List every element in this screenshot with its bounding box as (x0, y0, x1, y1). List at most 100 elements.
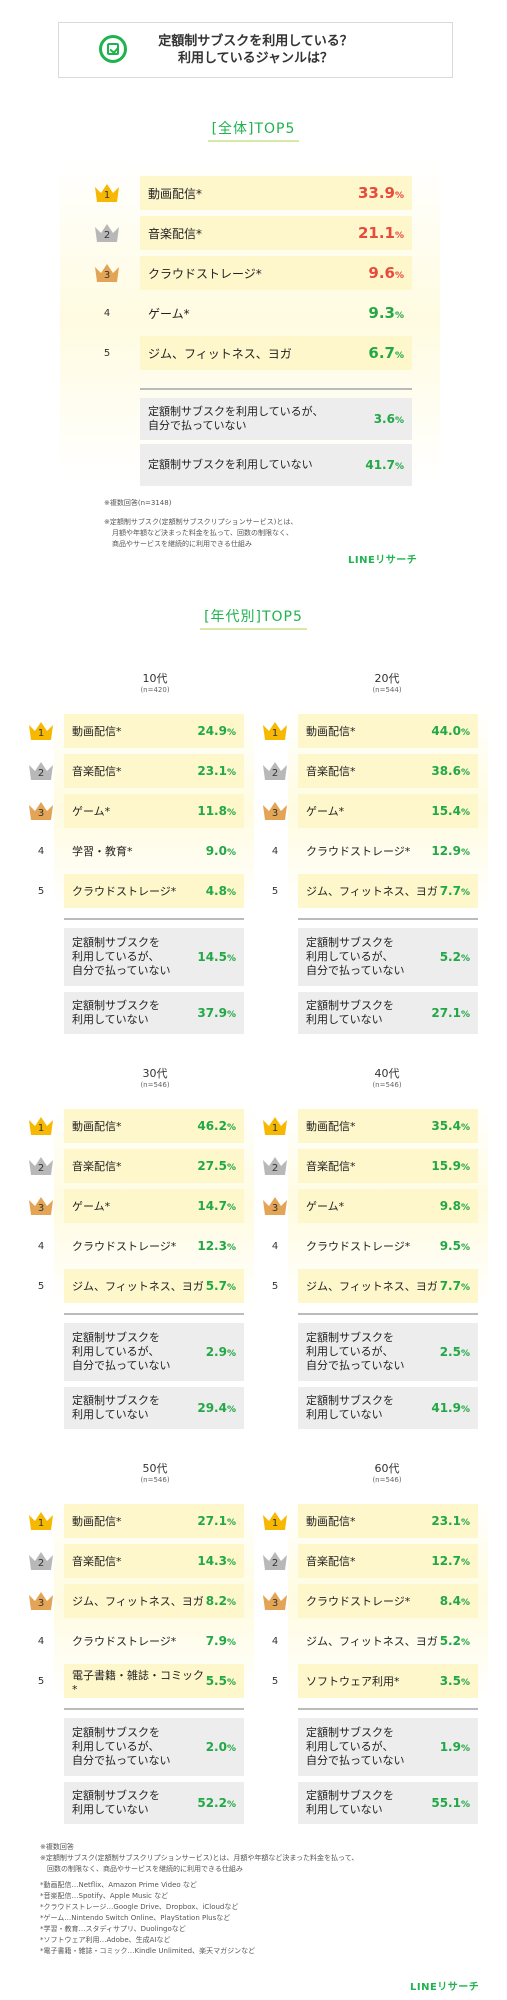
ranking-row: 音楽配信* 15.9% (298, 1149, 478, 1183)
age-label: 30代 (142, 1067, 168, 1080)
rank-3-crown-icon: 3 (26, 1586, 56, 1616)
non-user-value: 52.2% (197, 1796, 236, 1810)
value-number: 9.5 (439, 1239, 461, 1253)
row-value: 9.5% (440, 1239, 470, 1253)
percent-sign: % (226, 1203, 236, 1213)
note-line: ※複数回答(n=3148) (104, 499, 172, 507)
label-line: 利用しているが、 (306, 1740, 394, 1753)
value-number: 7.7 (439, 1279, 461, 1293)
ranking-row: クラウドストレージ* 7.9% (64, 1624, 244, 1658)
non-user-label: 定額制サブスクを利用しているが、自分で払っていない (72, 1331, 170, 1373)
value-number: 9.0 (205, 844, 227, 858)
ranking-row: 動画配信* 35.4% (298, 1109, 478, 1143)
non-user-row: 定額制サブスクを 利用していない 41.9% (298, 1387, 478, 1429)
percent-sign: % (226, 1283, 236, 1293)
sample-size: (n=546) (372, 1476, 402, 1484)
row-label: 動画配信* (148, 186, 203, 201)
row-label: ゲーム* (72, 805, 111, 818)
value-number: 9.6 (368, 264, 395, 282)
row-label: 動画配信* (306, 725, 356, 738)
row-label: 動画配信* (72, 725, 122, 738)
rank-3-crown-icon: 3 (260, 1586, 290, 1616)
note-line: ※定額制サブスク(定額制サブスクリプションサービス)とは、 (104, 518, 298, 526)
row-label: 音楽配信* (306, 765, 356, 778)
non-user-value: 3.6% (374, 412, 404, 426)
percent-sign: % (394, 311, 404, 321)
row-value: 38.6% (431, 764, 470, 778)
percent-sign: % (226, 1518, 236, 1528)
row-value: 12.3% (197, 1239, 236, 1253)
percent-sign: % (460, 1203, 470, 1213)
rank-3-crown-icon: 3 (26, 796, 56, 826)
row-label: クラウドストレージ* (72, 885, 177, 898)
rank-2-crown-icon: 2 (260, 1151, 290, 1181)
row-label: 動画配信* (306, 1515, 356, 1528)
label-line: 定額制サブスクを (72, 936, 160, 949)
non-user-label: 定額制サブスクを利用していない (72, 999, 160, 1027)
overall-notes: ※複数回答(n=3148) ※定額制サブスク(定額制サブスクリプションサービス)と… (104, 498, 297, 550)
label-line: 定額制サブスクを (306, 1789, 394, 1802)
value-number: 27.1 (431, 1006, 461, 1020)
row-value: 15.4% (431, 804, 470, 818)
non-user-value: 1.9% (440, 1740, 470, 1754)
label-line: 定額制サブスクを利用しているが、 (148, 405, 324, 418)
ranking-row: ソフトウェア利用* 3.5% (298, 1664, 478, 1698)
ranking-row: 学習・教育* 9.0% (64, 834, 244, 868)
age-label: 50代 (142, 1462, 168, 1475)
label-line: 自分で払っていない (306, 964, 405, 977)
row-value: 15.9% (431, 1159, 470, 1173)
row-label: ジム、フィットネス、ヨガ (306, 1635, 438, 1648)
percent-sign: % (460, 888, 470, 898)
non-user-label: 定額制サブスクを利用していない (306, 1789, 394, 1817)
value-number: 9.3 (368, 304, 395, 322)
label-line: 定額制サブスクを (72, 999, 160, 1012)
age-label: 10代 (142, 672, 168, 685)
rank-1-crown-icon: 1 (260, 1506, 290, 1536)
ranking-row: 音楽配信* 12.7% (298, 1544, 478, 1578)
ranking-row: 音楽配信* 23.1% (64, 754, 244, 788)
label-line: 自分で払っていない (72, 1359, 171, 1372)
row-value: 8.4% (440, 1594, 470, 1608)
percent-sign: % (460, 1405, 470, 1415)
ranking-row: ジム、フィットネス、ヨガ 5.7% (64, 1269, 244, 1303)
label-line: 定額制サブスクを (306, 1394, 394, 1407)
non-user-row: 定額制サブスクを利用しているが、 自分で払っていない 3.6% (140, 398, 412, 440)
rank-4-number: 4 (37, 845, 45, 857)
label-line: 定額制サブスクを (72, 1789, 160, 1802)
label-line: 利用していない (306, 1013, 383, 1026)
value-number: 55.1 (431, 1796, 461, 1810)
ranking-row: 音楽配信* 14.3% (64, 1544, 244, 1578)
non-user-row: 定額制サブスクを 利用しているが、 自分で払っていない 2.0% (64, 1718, 244, 1776)
rank-5-number: 5 (103, 347, 111, 359)
row-value: 9.3% (368, 304, 404, 322)
row-label: 音楽配信* (306, 1555, 356, 1568)
rank-1-crown-icon: 1 (260, 1111, 290, 1141)
title-line-1: 定額制サブスクを利用している？ (158, 34, 353, 49)
value-number: 5.7 (205, 1279, 227, 1293)
value-number: 24.9 (197, 724, 227, 738)
percent-sign: % (226, 1243, 236, 1253)
note-line: 月額や年額など決まった料金を払って、回数の制限なく、 (112, 529, 294, 537)
non-user-row: 定額制サブスクを 利用しているが、 自分で払っていない 1.9% (298, 1718, 478, 1776)
label-line: 定額制サブスクを (72, 1331, 160, 1344)
percent-sign: % (394, 462, 404, 472)
percent-sign: % (460, 954, 470, 964)
non-user-value: 37.9% (197, 1006, 236, 1020)
value-number: 1.9 (439, 1740, 461, 1754)
value-number: 44.0 (431, 724, 461, 738)
percent-sign: % (226, 1558, 236, 1568)
label-line: 自分で払っていない (306, 1359, 405, 1372)
row-value: 14.3% (197, 1554, 236, 1568)
non-user-value: 29.4% (197, 1401, 236, 1415)
value-number: 3.6 (373, 412, 395, 426)
row-value: 4.8% (206, 884, 236, 898)
value-number: 6.7 (368, 344, 395, 362)
label-line: 自分で払っていない (148, 419, 247, 432)
value-number: 12.7 (431, 1554, 461, 1568)
percent-sign: % (460, 1598, 470, 1608)
label-line: 定額制サブスクを (306, 1726, 394, 1739)
value-number: 7.9 (205, 1634, 227, 1648)
ranking-row: ジム、フィットネス、ヨガ 7.7% (298, 1269, 478, 1303)
footnote-line: *電子書籍・雑誌・コミック…Kindle Unlimited、楽天マガジンなど (40, 1947, 256, 1955)
value-number: 41.7 (365, 458, 395, 472)
